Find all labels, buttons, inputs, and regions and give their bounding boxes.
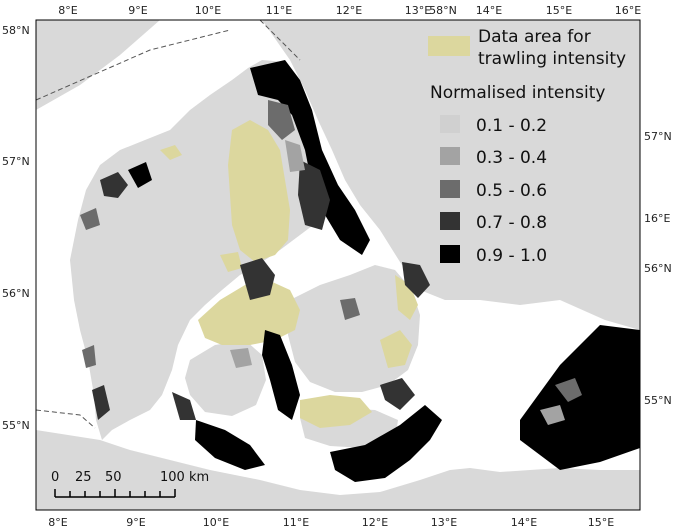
legend-class-5: 0.9 - 1.0 <box>476 246 547 266</box>
scale-bar: 0 25 50 100 km <box>51 470 209 498</box>
legend-swatch-1 <box>440 115 460 133</box>
tick-right-55n: 55°N <box>644 394 672 407</box>
boundary-lines <box>35 19 301 429</box>
tick-bottom-13e: 13°E <box>431 516 457 529</box>
legend-class-3: 0.5 - 0.6 <box>476 181 547 201</box>
tick-right-57n: 57°N <box>644 130 672 143</box>
legend-swatch-4 <box>440 212 460 230</box>
tick-top-8e: 8°E <box>58 4 77 17</box>
graticule-left-labels: 58°N 57°N 56°N 55°N <box>2 24 30 432</box>
legend-data-area-line1: Data area for <box>478 27 591 47</box>
tick-bottom-9e: 9°E <box>126 516 145 529</box>
trawling-intensity-cells <box>80 60 640 482</box>
tick-right-16e: 16°E <box>644 212 670 225</box>
graticule-right-labels: 57°N 16°E 56°N 55°N <box>644 130 672 407</box>
tick-top-9e: 9°E <box>128 4 147 17</box>
graticule-top-labels: 8°E 9°E 10°E 11°E 12°E 13°E 58°N 14°E 15… <box>58 4 641 17</box>
legend: Data area for trawling intensity Normali… <box>428 27 626 266</box>
scale-bar-ticks <box>54 489 176 498</box>
tick-top-14e: 14°E <box>476 4 502 17</box>
tick-bottom-12e: 12°E <box>362 516 388 529</box>
legend-data-area-swatch <box>428 36 470 56</box>
legend-class-4: 0.7 - 0.8 <box>476 213 547 233</box>
map-frame <box>35 19 641 511</box>
tick-bottom-10e: 10°E <box>203 516 229 529</box>
legend-intensity-title: Normalised intensity <box>430 83 605 103</box>
legend-class-2: 0.3 - 0.4 <box>476 148 547 168</box>
tick-top-58n: 58°N <box>429 4 457 17</box>
tick-left-58n: 58°N <box>2 24 30 37</box>
tick-right-56n: 56°N <box>644 262 672 275</box>
scale-label-25: 25 <box>75 470 92 485</box>
tick-bottom-15e: 15°E <box>588 516 614 529</box>
legend-swatch-3 <box>440 180 460 198</box>
tick-bottom-14e: 14°E <box>511 516 537 529</box>
sweden-landmass <box>262 20 640 330</box>
tick-bottom-11e: 11°E <box>283 516 309 529</box>
legend-swatch-2 <box>440 147 460 165</box>
norway-landmass <box>36 20 160 110</box>
tick-left-55n: 55°N <box>2 419 30 432</box>
tick-top-13e: 13°E <box>405 4 431 17</box>
tick-top-15e: 15°E <box>546 4 572 17</box>
tick-top-12e: 12°E <box>336 4 362 17</box>
tick-left-57n: 57°N <box>2 155 30 168</box>
legend-class-1: 0.1 - 0.2 <box>476 116 547 136</box>
legend-swatch-5 <box>440 245 460 263</box>
tick-top-10e: 10°E <box>195 4 221 17</box>
scale-label-0: 0 <box>51 470 59 485</box>
graticule-bottom-labels: 8°E 9°E 10°E 11°E 12°E 13°E 14°E 15°E <box>48 516 614 529</box>
scale-label-50: 50 <box>105 470 122 485</box>
tick-bottom-8e: 8°E <box>48 516 67 529</box>
tick-left-56n: 56°N <box>2 287 30 300</box>
tick-top-16e: 16°E <box>615 4 641 17</box>
scale-label-100km: 100 km <box>160 470 209 485</box>
legend-data-area-line2: trawling intensity <box>478 49 626 69</box>
tick-top-11e: 11°E <box>266 4 292 17</box>
germany-landmass <box>36 430 640 510</box>
